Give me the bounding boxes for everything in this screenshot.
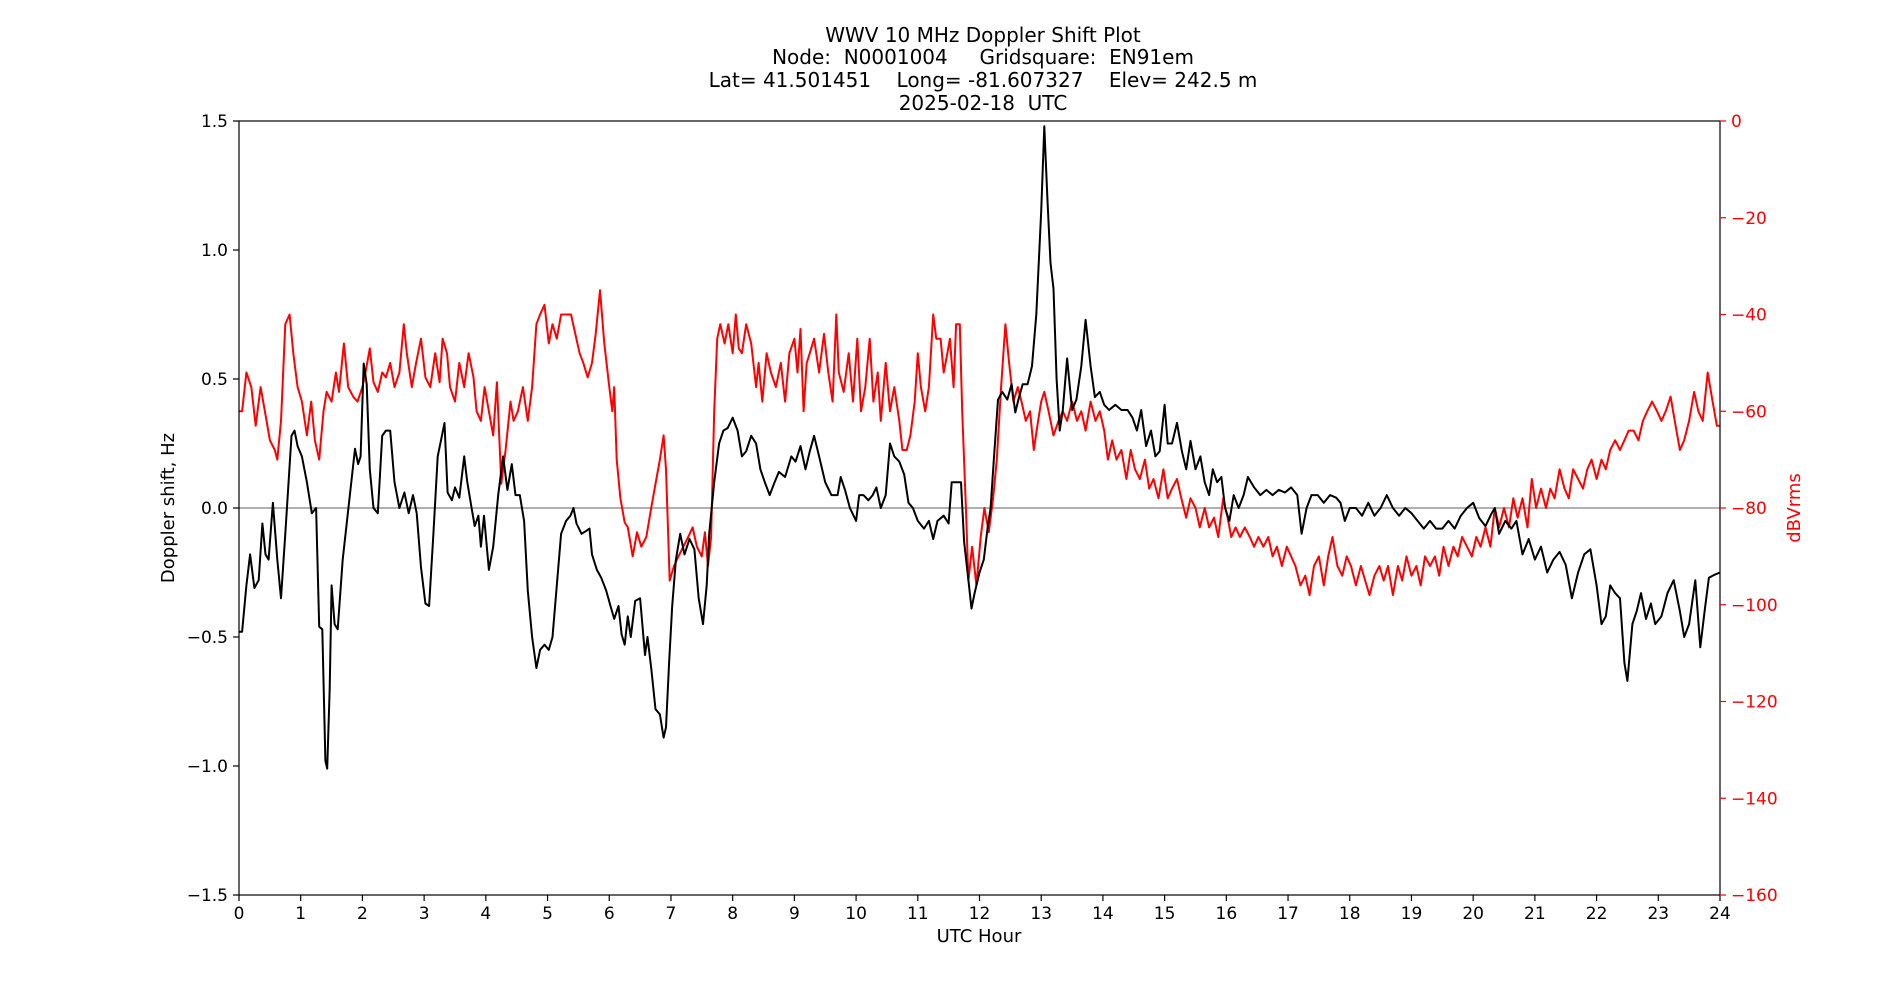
- x-axis-label: UTC Hour: [937, 926, 1022, 947]
- title-line-4: 2025-02-18 UTC: [899, 91, 1068, 115]
- y2-tick-label: −80: [1731, 499, 1767, 519]
- y2-tick-label: −160: [1731, 886, 1778, 906]
- x-tick-label: 7: [666, 904, 677, 924]
- doppler-shift-series: [239, 125, 1721, 770]
- y-tick-label: 1.0: [201, 241, 228, 261]
- x-tick-label: 22: [1586, 904, 1608, 924]
- x-tick-label: 23: [1647, 904, 1669, 924]
- x-tick-label: 14: [1092, 904, 1114, 924]
- x-tick-label: 8: [727, 904, 738, 924]
- x-tick-label: 21: [1524, 904, 1546, 924]
- y2-tick-label: −40: [1731, 306, 1767, 326]
- x-tick-label: 13: [1030, 904, 1052, 924]
- y-tick-label: 1.5: [201, 112, 228, 132]
- x-axis: 0 1 2 3 4 5 6 7 8 9 10 11 12 13 14 15 16 17 18 19 20 21 22 23 24: [234, 895, 1731, 924]
- y-tick-label: −1.5: [187, 886, 228, 906]
- x-tick-label: 18: [1339, 904, 1361, 924]
- x-tick-label: 0: [234, 904, 245, 924]
- x-tick-label: 20: [1462, 904, 1484, 924]
- y2-tick-label: −100: [1731, 596, 1778, 616]
- y-axis-label: Doppler shift, Hz: [158, 433, 179, 583]
- right-y-axis: −160 −140 −120 −100 −80 −60 −40 −20 0: [1720, 112, 1778, 906]
- y2-tick-label: −20: [1731, 209, 1767, 229]
- x-tick-label: 4: [480, 904, 491, 924]
- y-tick-label: −1.0: [187, 757, 228, 777]
- y2-tick-label: −120: [1731, 693, 1778, 713]
- signal-level-series: [239, 289, 1720, 597]
- x-tick-label: 1: [295, 904, 306, 924]
- y-tick-label: 0.0: [201, 499, 228, 519]
- left-y-axis: −1.5 −1.0 −0.5 0.0 0.5 1.0 1.5: [187, 112, 239, 906]
- x-tick-label: 9: [789, 904, 800, 924]
- title-line-2: Node: N0001004 Gridsquare: EN91em: [772, 45, 1194, 69]
- x-tick-label: 15: [1154, 904, 1176, 924]
- y2-tick-label: 0: [1731, 112, 1742, 132]
- x-tick-label: 12: [969, 904, 991, 924]
- x-tick-label: 17: [1277, 904, 1299, 924]
- x-tick-label: 24: [1709, 904, 1731, 924]
- title-line-1: WWV 10 MHz Doppler Shift Plot: [825, 23, 1141, 47]
- y2-tick-label: −140: [1731, 789, 1778, 809]
- x-tick-label: 3: [419, 904, 430, 924]
- x-tick-label: 6: [604, 904, 615, 924]
- y-tick-label: −0.5: [187, 628, 228, 648]
- x-tick-label: 5: [542, 904, 553, 924]
- title-line-3: Lat= 41.501451 Long= -81.607327 Elev= 24…: [709, 68, 1258, 92]
- x-tick-label: 10: [845, 904, 867, 924]
- x-tick-label: 16: [1216, 904, 1238, 924]
- chart-title: WWV 10 MHz Doppler Shift Plot Node: N000…: [709, 23, 1258, 115]
- y2-tick-label: −60: [1731, 402, 1767, 422]
- y2-axis-label: dBVrms: [1784, 473, 1805, 543]
- x-tick-label: 2: [357, 904, 368, 924]
- x-tick-label: 11: [907, 904, 929, 924]
- x-tick-label: 19: [1401, 904, 1423, 924]
- plot-layer: [239, 125, 1721, 770]
- y-tick-label: 0.5: [201, 370, 228, 390]
